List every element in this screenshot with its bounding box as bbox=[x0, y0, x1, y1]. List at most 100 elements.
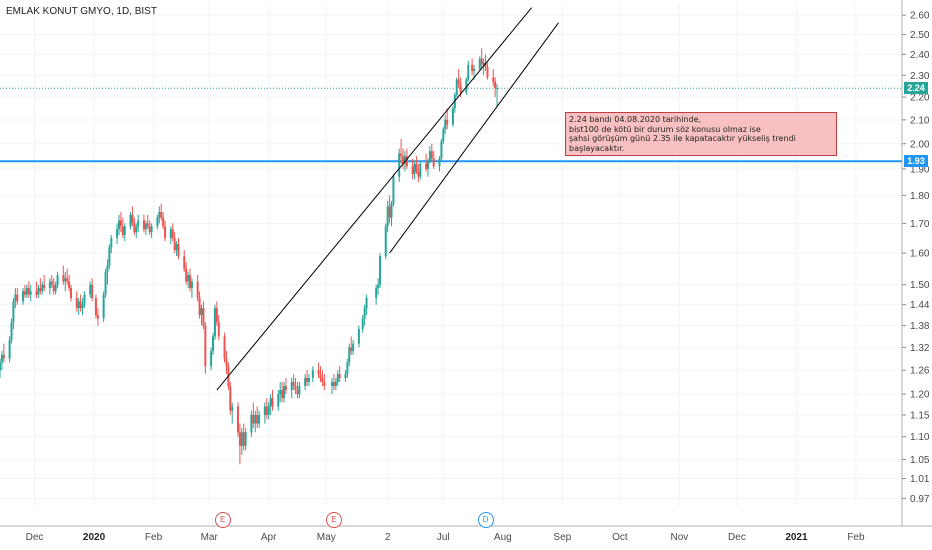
candle-body bbox=[365, 297, 368, 309]
candle-body bbox=[457, 79, 460, 84]
event-marker[interactable]: E bbox=[325, 512, 342, 528]
candle-body bbox=[242, 432, 245, 446]
candle-body bbox=[164, 226, 167, 239]
candle-body bbox=[486, 66, 489, 78]
candle-body bbox=[50, 281, 53, 285]
y-tick-label: 2.50 bbox=[910, 30, 930, 41]
candle-body bbox=[215, 308, 218, 323]
candle-body bbox=[494, 81, 497, 89]
candle-body bbox=[250, 414, 253, 433]
candle-body bbox=[177, 244, 180, 257]
candle-body bbox=[117, 220, 120, 230]
candle-body bbox=[198, 297, 201, 316]
candle-body bbox=[484, 62, 487, 67]
candle-body bbox=[384, 226, 387, 257]
candle-body bbox=[121, 226, 124, 236]
candle-body bbox=[473, 68, 476, 72]
candle-body bbox=[438, 158, 441, 167]
candle-body bbox=[480, 58, 483, 65]
candle-body bbox=[225, 358, 228, 367]
candle-body bbox=[27, 288, 30, 295]
x-tick-label: May bbox=[317, 532, 336, 543]
event-marker[interactable]: D bbox=[477, 512, 494, 528]
candle-body bbox=[210, 351, 213, 367]
candle-body bbox=[188, 275, 191, 289]
candle-body bbox=[307, 378, 310, 382]
candle-body bbox=[39, 288, 42, 292]
candle-body bbox=[392, 176, 395, 204]
candle-body bbox=[135, 226, 138, 233]
candle-body bbox=[426, 161, 429, 169]
candle-body bbox=[129, 214, 132, 227]
candle-body bbox=[12, 301, 15, 323]
y-tick-label: 1.38 bbox=[910, 321, 930, 332]
candle-body bbox=[77, 301, 80, 309]
x-tick-label: Feb bbox=[847, 532, 865, 543]
candle-body bbox=[81, 304, 84, 309]
candle-body bbox=[482, 62, 485, 65]
candle-body bbox=[66, 278, 69, 282]
candle-body bbox=[79, 301, 82, 309]
candle-body bbox=[263, 406, 266, 415]
candle-body bbox=[52, 284, 55, 292]
candle-body bbox=[338, 374, 341, 379]
candle-body bbox=[334, 381, 337, 386]
trend-line[interactable] bbox=[389, 22, 559, 254]
candle-body bbox=[304, 378, 307, 386]
annotation-line: şahsi görüşüm günü 2.35 ile kapatacaktır… bbox=[569, 134, 796, 153]
annotation-note[interactable]: 2.24 bandı 04.08.2020 tarihinde, bist100… bbox=[565, 112, 837, 156]
candle-body bbox=[432, 158, 435, 167]
y-tick-label: 1.32 bbox=[910, 343, 930, 354]
candle-body bbox=[336, 374, 339, 382]
candle-body bbox=[256, 414, 259, 424]
candle-body bbox=[229, 385, 232, 411]
candle-body bbox=[311, 370, 314, 379]
candle-body bbox=[323, 381, 326, 386]
candle-body bbox=[417, 171, 420, 177]
candle-body bbox=[294, 385, 297, 391]
x-tick-label: Oct bbox=[612, 532, 628, 543]
candle-body bbox=[41, 284, 44, 292]
y-tick-label: 1.01 bbox=[910, 474, 930, 485]
candle-body bbox=[442, 129, 445, 142]
candle-body bbox=[471, 64, 474, 72]
candle-body bbox=[173, 238, 176, 251]
candle-body bbox=[283, 385, 286, 399]
candle-body bbox=[185, 268, 188, 282]
candle-body bbox=[150, 226, 153, 233]
candle-body bbox=[217, 322, 220, 337]
trend-line[interactable] bbox=[216, 7, 532, 391]
candle-body bbox=[16, 294, 19, 302]
candle-body bbox=[279, 390, 282, 395]
candle-body bbox=[238, 432, 241, 446]
candle-body bbox=[202, 308, 205, 326]
x-tick-label: Dec bbox=[728, 532, 746, 543]
candle-body bbox=[183, 256, 186, 269]
candle-body bbox=[298, 385, 301, 395]
candle-body bbox=[123, 226, 126, 236]
event-marker[interactable]: E bbox=[214, 512, 231, 528]
candle-body bbox=[348, 347, 351, 363]
candle-body bbox=[419, 163, 422, 177]
candle-body bbox=[175, 244, 178, 251]
candle-body bbox=[108, 247, 111, 266]
x-tick-label: Aug bbox=[494, 532, 512, 543]
candle-body bbox=[190, 281, 193, 289]
candle-body bbox=[131, 214, 134, 224]
candle-body bbox=[14, 294, 17, 302]
candle-body bbox=[236, 406, 239, 433]
candle-body bbox=[350, 347, 353, 352]
candle-body bbox=[156, 217, 159, 227]
candle-body bbox=[10, 322, 13, 341]
candle-body bbox=[405, 156, 408, 167]
y-tick-label: 1.60 bbox=[910, 249, 930, 260]
annotation-line: bist100 de kötü bir durum söz konusu olm… bbox=[569, 124, 761, 134]
candle-body bbox=[398, 153, 401, 177]
y-tick-label: 1.10 bbox=[910, 432, 930, 443]
candle-body bbox=[284, 385, 287, 391]
y-tick-label: 2.20 bbox=[910, 93, 930, 104]
candle-body bbox=[467, 64, 470, 80]
candle-body bbox=[64, 278, 67, 282]
candle-body bbox=[102, 294, 105, 319]
